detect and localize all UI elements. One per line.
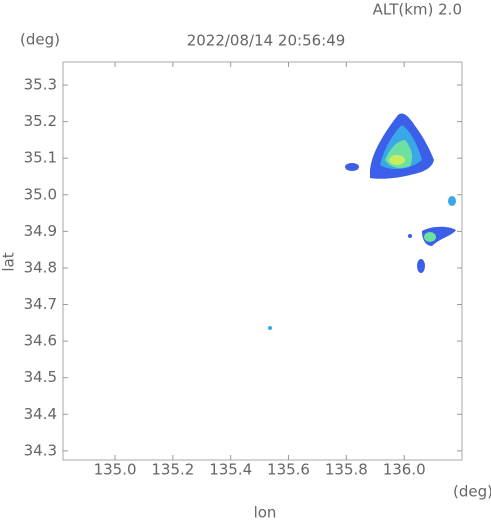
x-tick-label: 135.8 — [325, 461, 368, 479]
x-tick-label: 135.2 — [151, 461, 194, 479]
y-tick-label: 34.9 — [24, 222, 57, 240]
x-tick-label: 135.0 — [94, 461, 137, 479]
x-axis-label: lon — [254, 504, 277, 521]
y-tick-label: 34.5 — [24, 368, 57, 386]
x-tick-label: 135.4 — [209, 461, 252, 479]
altitude: ALT(km) 2.0 — [373, 1, 462, 19]
x-unit: (deg) — [453, 483, 491, 501]
y-tick-label: 35.1 — [24, 149, 57, 167]
y-unit: (deg) — [20, 31, 60, 49]
radar-echo — [268, 113, 456, 330]
plot-frame — [62, 61, 463, 461]
y-axis-label: lat — [0, 252, 18, 271]
y-tick-label: 34.8 — [24, 258, 57, 276]
x-tick-label: 136.0 — [383, 461, 426, 479]
y-tick-label: 35.3 — [24, 76, 57, 94]
chart-title: 2022/08/14 20:56:49 — [187, 32, 346, 50]
y-tick-label: 35.0 — [24, 185, 57, 203]
x-tick-label: 135.6 — [267, 461, 310, 479]
y-tick-label: 34.6 — [24, 332, 57, 350]
y-tick-label: 34.3 — [24, 441, 57, 459]
y-tick-label: 34.7 — [24, 295, 57, 313]
y-tick-label: 34.4 — [24, 405, 57, 423]
y-tick-label: 35.2 — [24, 112, 57, 130]
